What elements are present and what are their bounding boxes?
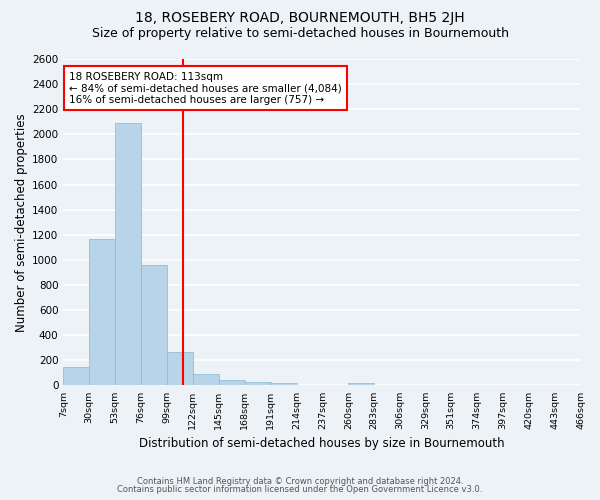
Bar — [193, 374, 219, 386]
X-axis label: Distribution of semi-detached houses by size in Bournemouth: Distribution of semi-detached houses by … — [139, 437, 505, 450]
Text: 18, ROSEBERY ROAD, BOURNEMOUTH, BH5 2JH: 18, ROSEBERY ROAD, BOURNEMOUTH, BH5 2JH — [135, 11, 465, 25]
Bar — [245, 382, 271, 386]
Text: Contains public sector information licensed under the Open Government Licence v3: Contains public sector information licen… — [118, 485, 482, 494]
Text: 18 ROSEBERY ROAD: 113sqm
← 84% of semi-detached houses are smaller (4,084)
16% o: 18 ROSEBERY ROAD: 113sqm ← 84% of semi-d… — [69, 72, 341, 105]
Y-axis label: Number of semi-detached properties: Number of semi-detached properties — [15, 113, 28, 332]
Bar — [89, 238, 115, 386]
Bar — [219, 380, 245, 386]
Bar — [63, 366, 89, 386]
Bar — [115, 123, 141, 386]
Bar — [167, 352, 193, 386]
Text: Size of property relative to semi-detached houses in Bournemouth: Size of property relative to semi-detach… — [91, 28, 509, 40]
Bar — [271, 383, 296, 386]
Bar — [141, 265, 167, 386]
Text: Contains HM Land Registry data © Crown copyright and database right 2024.: Contains HM Land Registry data © Crown c… — [137, 477, 463, 486]
Bar — [349, 383, 374, 386]
